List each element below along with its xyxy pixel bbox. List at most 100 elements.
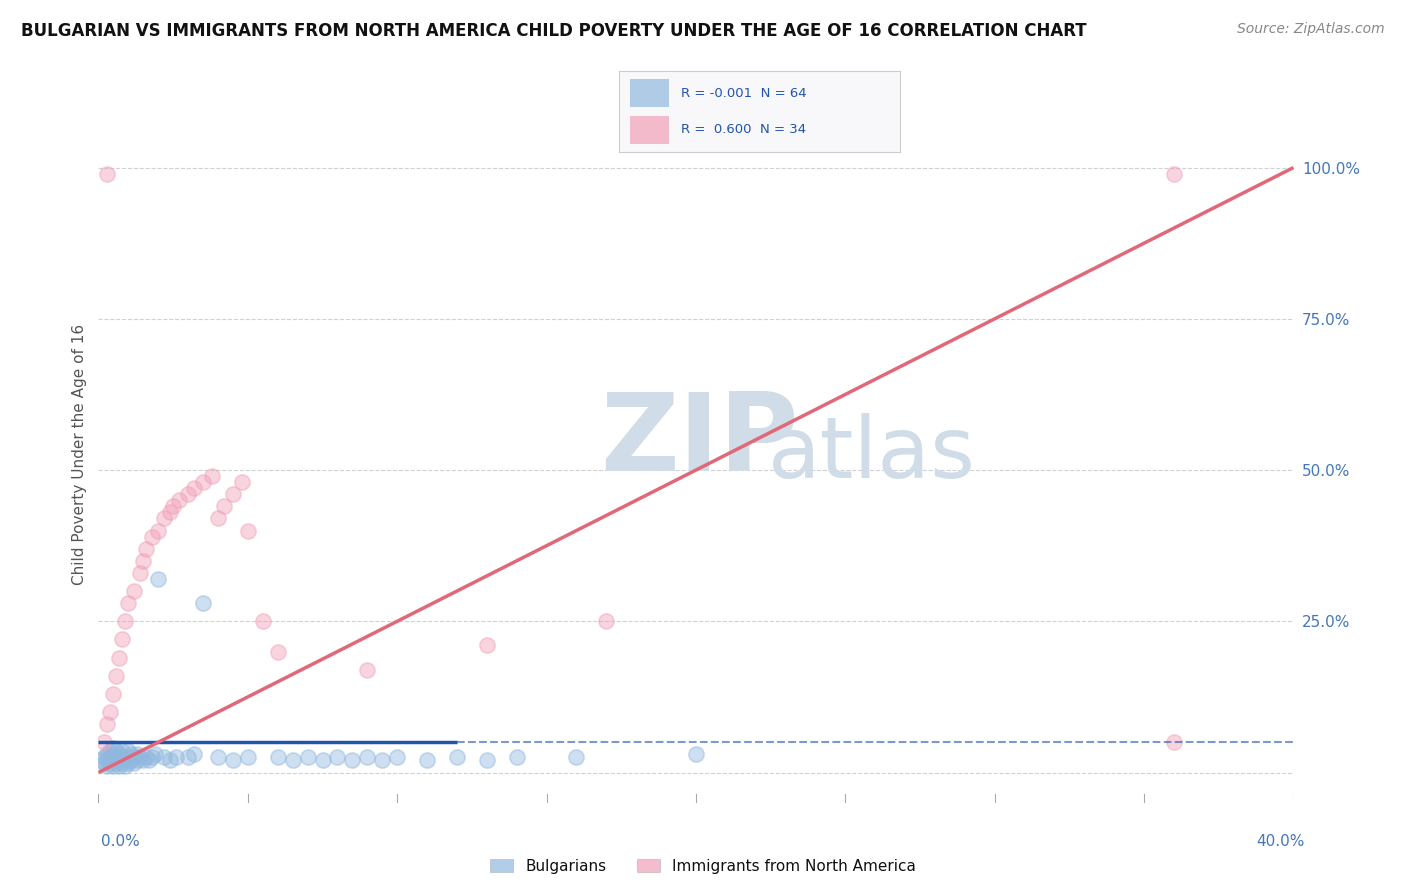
Point bbox=[177, 487, 200, 501]
Text: R =  0.600  N = 34: R = 0.600 N = 34 bbox=[681, 123, 806, 136]
Text: atlas: atlas bbox=[768, 413, 976, 497]
Legend: Bulgarians, Immigrants from North America: Bulgarians, Immigrants from North Americ… bbox=[484, 853, 922, 880]
Point bbox=[212, 500, 235, 514]
Bar bbox=[630, 116, 669, 144]
Point bbox=[100, 705, 122, 719]
Point bbox=[207, 511, 229, 525]
Point bbox=[135, 541, 157, 556]
Point bbox=[120, 754, 142, 768]
Point bbox=[108, 754, 131, 768]
Point bbox=[129, 566, 152, 580]
Point bbox=[183, 747, 205, 762]
Point bbox=[162, 500, 184, 514]
Point bbox=[108, 759, 131, 773]
Point bbox=[117, 756, 139, 771]
Point bbox=[1163, 167, 1185, 181]
Point bbox=[153, 750, 176, 764]
Text: BULGARIAN VS IMMIGRANTS FROM NORTH AMERICA CHILD POVERTY UNDER THE AGE OF 16 COR: BULGARIAN VS IMMIGRANTS FROM NORTH AMERI… bbox=[21, 22, 1087, 40]
Point bbox=[132, 554, 155, 568]
Point bbox=[124, 756, 146, 771]
Point bbox=[105, 750, 128, 764]
Point bbox=[685, 747, 707, 762]
Point bbox=[111, 756, 134, 771]
Point bbox=[93, 735, 115, 749]
Point bbox=[96, 759, 118, 773]
Point bbox=[103, 687, 125, 701]
Point bbox=[191, 475, 214, 490]
Point bbox=[103, 754, 125, 768]
Point bbox=[100, 756, 122, 771]
Point bbox=[159, 505, 181, 519]
Point bbox=[446, 750, 468, 764]
Point bbox=[1163, 735, 1185, 749]
Point bbox=[96, 167, 118, 181]
Point bbox=[132, 754, 155, 768]
Point bbox=[311, 754, 333, 768]
Point bbox=[207, 750, 229, 764]
Point bbox=[117, 744, 139, 758]
Point bbox=[127, 754, 149, 768]
Text: 0.0%: 0.0% bbox=[101, 834, 141, 849]
Point bbox=[297, 750, 319, 764]
Text: Source: ZipAtlas.com: Source: ZipAtlas.com bbox=[1237, 22, 1385, 37]
Point bbox=[326, 750, 349, 764]
Point bbox=[342, 754, 364, 768]
Text: R = -0.001  N = 64: R = -0.001 N = 64 bbox=[681, 87, 806, 100]
Point bbox=[96, 754, 118, 768]
Point bbox=[236, 524, 259, 538]
Point bbox=[90, 754, 112, 768]
Point bbox=[93, 750, 115, 764]
Point bbox=[108, 650, 131, 665]
Point bbox=[595, 615, 617, 629]
Point bbox=[143, 747, 166, 762]
Point bbox=[129, 750, 152, 764]
Point bbox=[159, 754, 181, 768]
Point bbox=[103, 759, 125, 773]
Y-axis label: Child Poverty Under the Age of 16: Child Poverty Under the Age of 16 bbox=[72, 325, 87, 585]
Point bbox=[385, 750, 409, 764]
Point bbox=[100, 750, 122, 764]
Point bbox=[105, 669, 128, 683]
Point bbox=[475, 639, 498, 653]
Point bbox=[201, 469, 224, 483]
Point bbox=[138, 754, 160, 768]
Point bbox=[167, 493, 190, 508]
Point bbox=[231, 475, 253, 490]
Point bbox=[252, 615, 274, 629]
Point bbox=[267, 750, 290, 764]
Point bbox=[236, 750, 259, 764]
Point bbox=[114, 615, 136, 629]
Text: ZIP: ZIP bbox=[600, 388, 799, 494]
Point bbox=[111, 744, 134, 758]
Point bbox=[267, 644, 290, 658]
Point bbox=[165, 750, 187, 764]
Point bbox=[103, 747, 125, 762]
Point bbox=[141, 530, 163, 544]
Point bbox=[96, 747, 118, 762]
Point bbox=[108, 747, 131, 762]
Point bbox=[111, 750, 134, 764]
Point bbox=[127, 747, 149, 762]
Point bbox=[191, 596, 214, 610]
Point bbox=[93, 756, 115, 771]
Point bbox=[114, 754, 136, 768]
Point bbox=[148, 572, 170, 586]
Point bbox=[124, 750, 146, 764]
Point bbox=[141, 750, 163, 764]
Point bbox=[124, 584, 146, 599]
Point bbox=[565, 750, 588, 764]
Point bbox=[135, 750, 157, 764]
Point bbox=[281, 754, 304, 768]
Point bbox=[356, 663, 378, 677]
Point bbox=[100, 744, 122, 758]
Bar bbox=[630, 79, 669, 108]
Point bbox=[222, 487, 245, 501]
Point bbox=[183, 481, 205, 495]
Point bbox=[416, 754, 439, 768]
Point bbox=[96, 717, 118, 731]
Text: 40.0%: 40.0% bbox=[1257, 834, 1305, 849]
Point bbox=[222, 754, 245, 768]
Point bbox=[371, 754, 394, 768]
Point bbox=[105, 744, 128, 758]
Point bbox=[177, 750, 200, 764]
